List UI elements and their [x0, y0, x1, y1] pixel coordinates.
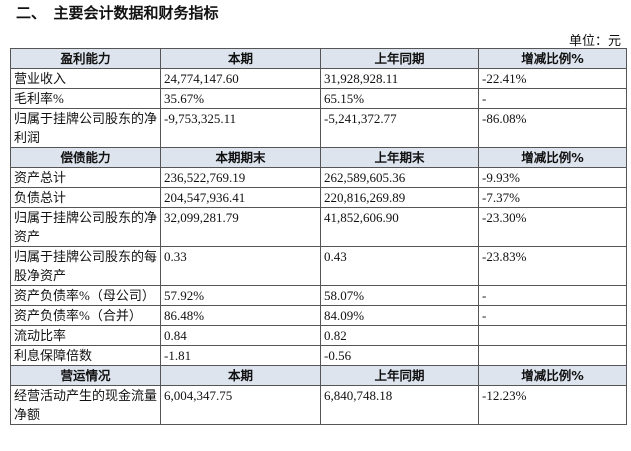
data-row: 资产负债率%（合并） 86.48% 84.09% - — [10, 305, 627, 326]
header-cell: 增减比例% — [478, 147, 627, 168]
cell: -5,241,372.77 — [320, 108, 479, 148]
cell: 204,547,936.41 — [160, 187, 321, 208]
data-row: 毛利率% 35.67% 65.15% - — [10, 88, 627, 109]
cell: 32,099,281.79 — [160, 207, 321, 247]
cell: 0.43 — [320, 246, 479, 286]
cell: -7.37% — [478, 187, 627, 208]
cell: 6,004,347.75 — [160, 385, 321, 425]
cell: - — [478, 285, 627, 306]
cell: 归属于挂牌公司股东的净资产 — [10, 207, 161, 247]
data-row: 归属于挂牌公司股东的净利润 -9,753,325.11 -5,241,372.77-… — [10, 108, 627, 148]
cell — [478, 345, 627, 366]
cell: 86.48% — [160, 305, 321, 326]
cell: 毛利率% — [10, 88, 161, 109]
cell: 58.07% — [320, 285, 479, 306]
cell: 220,816,269.89 — [320, 187, 479, 208]
data-row: 资产负债率%（母公司） 57.92% 58.07% - — [10, 285, 627, 306]
cell: 24,774,147.60 — [160, 68, 321, 89]
cell: 84.09% — [320, 305, 479, 326]
header-cell: 本期期末 — [160, 147, 321, 168]
cell: 资产负债率%（合并） — [10, 305, 161, 326]
cell: 归属于挂牌公司股东的净利润 — [10, 108, 161, 148]
cell: 流动比率 — [10, 325, 161, 346]
cell: - — [478, 305, 627, 326]
cell: 0.84 — [160, 325, 321, 346]
table-body: 盈利能力 本期 上年同期 增减比例% 营业收入 24,774,147.60 31,928,9… — [10, 48, 627, 425]
cell: -12.23% — [478, 385, 627, 425]
header-cell: 增减比例% — [478, 48, 627, 69]
header-row: 盈利能力 本期 上年同期 增减比例% — [10, 48, 627, 69]
section-title: 二、 主要会计数据和财务指标 — [16, 4, 219, 22]
cell: 35.67% — [160, 88, 321, 109]
cell: 资产总计 — [10, 167, 161, 188]
cell: 营业收入 — [10, 68, 161, 89]
cell: 262,589,605.36 — [320, 167, 479, 188]
header-cell: 上年同期 — [320, 365, 479, 386]
header-cell: 本期 — [160, 48, 321, 69]
data-row: 经营活动产生的现金流量净额 6,004,347.75 6,840,748.18 -12… — [10, 385, 627, 425]
cell: 41,852,606.90 — [320, 207, 479, 247]
header-row: 偿债能力 本期期末 上年期末 增减比例% — [10, 147, 627, 168]
cell: -86.08% — [478, 108, 627, 148]
data-row: 营业收入 24,774,147.60 31,928,928.11 -22.41% — [10, 68, 627, 89]
cell: 利息保障倍数 — [10, 345, 161, 366]
header-cell: 上年期末 — [320, 147, 479, 168]
cell: -22.41% — [478, 68, 627, 89]
cell: 负债总计 — [10, 187, 161, 208]
header-cell: 盈利能力 — [10, 48, 161, 69]
cell: -1.81 — [160, 345, 321, 366]
header-cell: 增减比例% — [478, 365, 627, 386]
header-cell: 上年同期 — [320, 48, 479, 69]
cell: 31,928,928.11 — [320, 68, 479, 89]
cell: -23.30% — [478, 207, 627, 247]
data-row: 资产总计 236,522,769.19 262,589,605.36 -9.93% — [10, 167, 627, 188]
cell: -0.56 — [320, 345, 479, 366]
header-cell: 本期 — [160, 365, 321, 386]
cell: 6,840,748.18 — [320, 385, 479, 425]
cell: - — [478, 88, 627, 109]
data-row: 归属于挂牌公司股东的净资产 32,099,281.79 41,852,606.90-… — [10, 207, 627, 247]
cell: 236,522,769.19 — [160, 167, 321, 188]
cell: -23.83% — [478, 246, 627, 286]
data-row: 利息保障倍数 -1.81 -0.56 — [10, 345, 627, 366]
data-row: 归属于挂牌公司股东的每股净资产 0.33 0.43 -23.83% — [10, 246, 627, 286]
header-cell: 偿债能力 — [10, 147, 161, 168]
cell: 0.33 — [160, 246, 321, 286]
cell: 归属于挂牌公司股东的每股净资产 — [10, 246, 161, 286]
cell: 资产负债率%（母公司） — [10, 285, 161, 306]
data-table: 盈利能力 本期 上年同期 增减比例% 营业收入 24,774,147.60 31,928,9… — [10, 48, 627, 425]
header-row: 营运情况 本期 上年同期 增减比例% — [10, 365, 627, 386]
cell: 65.15% — [320, 88, 479, 109]
cell: -9,753,325.11 — [160, 108, 321, 148]
cell: 经营活动产生的现金流量净额 — [10, 385, 161, 425]
data-row: 流动比率 0.84 0.82 — [10, 325, 627, 346]
cell — [478, 325, 627, 346]
cell: -9.93% — [478, 167, 627, 188]
cell: 0.82 — [320, 325, 479, 346]
data-row: 负债总计 204,547,936.41 220,816,269.89 -7.37% — [10, 187, 627, 208]
unit-label: 单位：元 — [568, 33, 621, 48]
cell: 57.92% — [160, 285, 321, 306]
header-cell: 营运情况 — [10, 365, 161, 386]
